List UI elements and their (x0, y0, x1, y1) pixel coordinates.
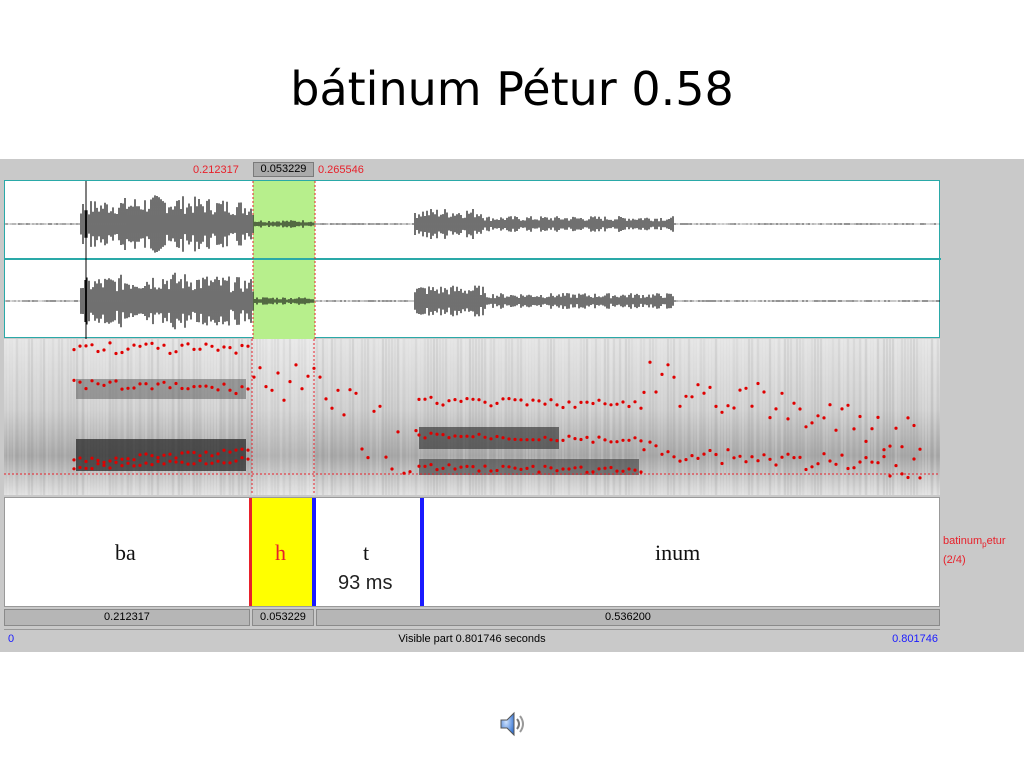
segment-t: t (363, 540, 370, 565)
segment-inum: inum (655, 540, 701, 565)
duration-bar: 0.212317 0.053229 0.536200 (4, 609, 940, 626)
tier-index: (2/4) (943, 554, 966, 566)
boundary-t-end[interactable] (420, 498, 424, 606)
formant-tracks (72, 341, 922, 480)
waveform-channel-2 (5, 272, 940, 330)
formant-band-3 (419, 427, 559, 449)
formant-band-4 (419, 459, 639, 475)
visible-end: 0.801746 (892, 633, 938, 645)
spectrogram-panel[interactable] (4, 339, 940, 495)
sound-editor: 0.212317 0.053229 0.265546 (0, 159, 1024, 652)
visible-part-label: Visible part 0.801746 seconds (398, 633, 546, 645)
waveform-panel[interactable] (4, 180, 941, 339)
tier-name: batinumpetur (943, 535, 1006, 550)
waveform-channel-1 (5, 195, 940, 253)
segment-t-duration: 93 ms (338, 572, 393, 594)
duration-selected[interactable]: 0.053229 (252, 609, 314, 626)
formant-band-2 (76, 379, 246, 399)
formant-band-1 (76, 439, 246, 471)
selection-end-label: 0.265546 (318, 164, 364, 176)
selected-interval[interactable] (250, 498, 312, 606)
segment-h: h (275, 540, 286, 565)
textgrid-tier[interactable]: ba h t 93 ms inum (4, 497, 940, 607)
duration-right[interactable]: 0.536200 (316, 609, 940, 626)
selection-start-label: 0.212317 (193, 164, 239, 176)
visible-bar[interactable]: 0 Visible part 0.801746 seconds 0.801746 (4, 629, 940, 650)
visible-start: 0 (8, 633, 15, 645)
selection-overlay (252, 339, 314, 495)
waveform-plot (5, 181, 941, 339)
boundary-h-end[interactable] (312, 498, 316, 606)
duration-left[interactable]: 0.212317 (4, 609, 250, 626)
speaker-icon[interactable] (497, 708, 529, 740)
spectrogram-plot (4, 339, 940, 495)
boundary-h-start[interactable] (249, 498, 252, 606)
segment-ba: ba (115, 540, 136, 565)
selection-duration-label[interactable]: 0.053229 (253, 162, 314, 177)
slide-title: bátinum Pétur 0.58 (290, 62, 734, 116)
